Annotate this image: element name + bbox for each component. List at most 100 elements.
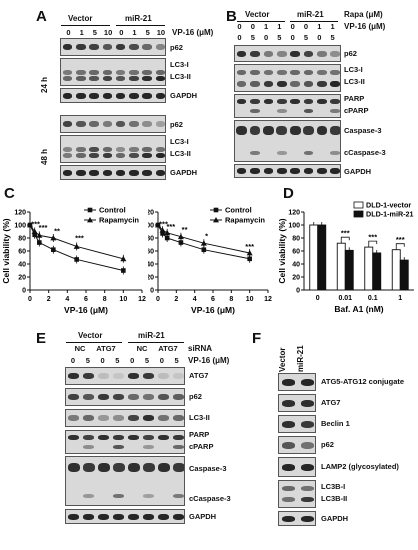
blot-band (155, 146, 165, 152)
blot-band (281, 463, 296, 471)
blot-row-label: GAPDH (170, 168, 198, 177)
blot-band (303, 109, 314, 113)
blot-band (300, 441, 315, 449)
blot-band (89, 44, 99, 50)
blot-band (276, 81, 287, 87)
blot-band (155, 69, 165, 75)
blot-row-label: ATG7 (189, 371, 209, 380)
bar (391, 249, 401, 291)
data-point (27, 222, 33, 228)
blot-band (250, 109, 260, 113)
blot-band (112, 463, 125, 472)
sirna-label-e: siRNA (188, 344, 213, 353)
blot-band (67, 463, 80, 472)
blot-row-label: p62 (321, 440, 334, 449)
blot-row-f (278, 373, 316, 391)
group-underline-vector-e (66, 342, 122, 343)
rapa-label-b: Rapa (μM) (344, 10, 383, 19)
y-tick-label: 20 (148, 275, 154, 282)
lane-value: 1 (132, 28, 137, 37)
lane-value: 1 (317, 22, 322, 31)
vp16-label-e: VP-16 (μM) (188, 356, 230, 365)
blot-band (89, 76, 99, 81)
panel-label-e: E (36, 330, 47, 347)
blot-band (102, 169, 113, 176)
blot-band (276, 70, 287, 75)
blot-row-label: p62 (344, 49, 357, 58)
blot-p62 (65, 388, 185, 406)
viability-chart-control-rapamycin-2: 0 20 40 60 80 100 120 0 2 4 6 8 10 12 ControlRapamycin… (148, 206, 272, 316)
blot-band (102, 121, 113, 127)
blot-band (68, 415, 79, 421)
blot-band (76, 153, 86, 158)
x-tick-label: 12 (138, 296, 146, 303)
blot-band (76, 169, 86, 176)
legend-label: Control (225, 206, 252, 215)
blot-band (68, 373, 79, 379)
lane-value: 10 (103, 28, 113, 37)
significance-mark: *** (39, 223, 48, 232)
bar (344, 249, 354, 291)
blot-band (113, 445, 124, 449)
blot-row-label: LC3-I (170, 60, 189, 69)
lane-value: 5 (115, 356, 120, 365)
lane-value: 0 (303, 22, 309, 31)
data-point (177, 233, 184, 240)
blot-band (113, 513, 124, 520)
blot-band (263, 126, 274, 135)
lane-value: 0 (119, 28, 124, 37)
blot-band (89, 169, 99, 176)
significance-mark: *** (245, 242, 254, 251)
blot-band (68, 513, 79, 520)
blot-band (290, 168, 300, 174)
time-label-24h: 24 h (40, 76, 49, 93)
data-point (36, 232, 43, 238)
blot-band (250, 70, 260, 75)
blot-band (62, 169, 73, 176)
x-tick-label: 2 (174, 296, 178, 303)
blot-band (282, 497, 295, 502)
blot-band (158, 415, 169, 421)
blot-row-label: GAPDH (189, 512, 217, 521)
blot-band (158, 373, 169, 379)
y-tick-label: 100 (148, 223, 154, 230)
blot-band (128, 373, 139, 379)
blot-row-label: ATG5-ATG12 conjugate (321, 377, 405, 386)
blot-band (98, 435, 109, 440)
blot-band (83, 513, 94, 520)
blot-band (142, 153, 152, 158)
legend-label: Control (99, 206, 126, 215)
blot-band (115, 169, 126, 176)
blot-band (62, 146, 73, 152)
blot-row-label: LC3-II (344, 77, 365, 86)
lane-value: ATG7 (158, 344, 178, 353)
blot-p62 (234, 45, 341, 62)
blot-band (113, 415, 124, 421)
lane-value: 5 (250, 33, 255, 42)
blot-band (317, 70, 327, 75)
blot-gapdh (60, 88, 166, 103)
blot-band (62, 76, 73, 81)
blot-row-label: Caspase-3 (344, 126, 382, 135)
blot-caspase3 (65, 456, 185, 506)
blot-band (290, 99, 300, 104)
lane-value: 0 (70, 356, 76, 365)
blot-band (300, 399, 315, 407)
blot-row-label: LC3-I (170, 137, 189, 146)
blot-band (113, 394, 124, 400)
y-axis-title: Cell viability (%) (1, 218, 11, 283)
blot-band (76, 92, 86, 99)
blot-band (129, 121, 139, 127)
blot-band (129, 153, 139, 158)
lane-value: 5 (92, 28, 97, 37)
data-point (50, 235, 57, 241)
blot-band (300, 463, 315, 471)
blot-band (301, 486, 314, 491)
blot-gapdh (60, 165, 166, 180)
lane-value: 5 (174, 356, 179, 365)
lane-value: 1 (277, 22, 282, 31)
blot-band (155, 121, 165, 127)
significance-mark: *** (368, 233, 377, 242)
x-tick-label: 0 (316, 295, 320, 302)
blot-band (98, 373, 109, 379)
